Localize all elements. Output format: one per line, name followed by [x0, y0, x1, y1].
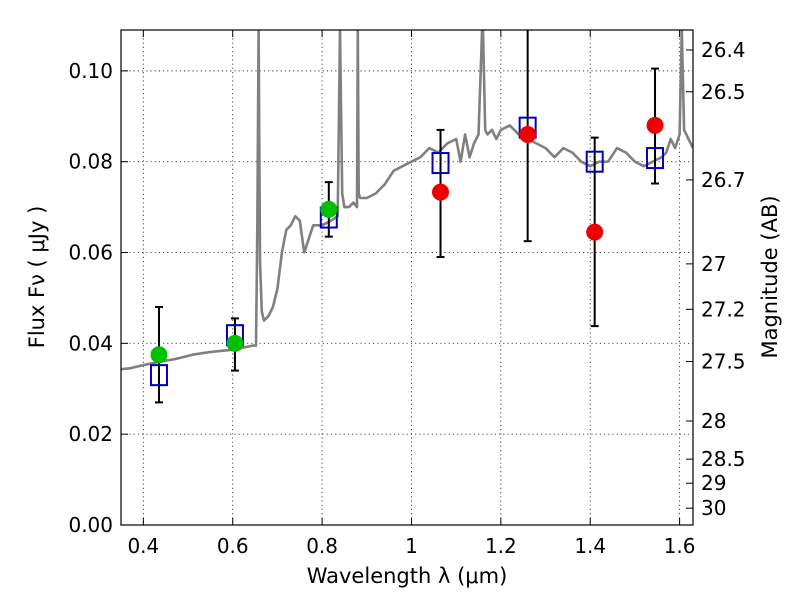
y-tick-label: 0.04 [68, 331, 113, 355]
model-flux-square [431, 152, 450, 175]
right-tick-label: 28 [701, 409, 726, 433]
right-tick-label: 29 [701, 471, 726, 495]
y-axis-label: Flux Fν ( μJy ) [25, 206, 49, 349]
y-tick-label: 0.02 [68, 422, 113, 446]
y-tick-label: 0.08 [68, 150, 113, 174]
x-tick-label: 1 [405, 534, 418, 558]
marker-layer [149, 30, 665, 404]
right-tick-label: 26.7 [701, 168, 746, 192]
right-tick-label: 28.5 [701, 447, 746, 471]
observed-flux-dot [150, 346, 168, 364]
x-tick-label: 1.2 [485, 534, 517, 558]
x-tick-label: 1.6 [664, 534, 696, 558]
plot-frame [120, 29, 694, 526]
y-tick-label: 0.00 [68, 513, 113, 537]
x-tick-label: 1.4 [574, 534, 606, 558]
right-tick-label: 30 [701, 496, 726, 520]
x-axis-label: Wavelength λ (μm) [307, 564, 508, 588]
observed-flux-dot [586, 223, 604, 241]
axis-ticks: 0.4 0.6 0.8 1 1.2 1.4 1.6 0.00 0.02 0.04 0.06 0.08 0… [68, 30, 746, 558]
x-tick-label: 0.8 [306, 534, 338, 558]
x-tick-label: 0.6 [217, 534, 249, 558]
model-flux-square [585, 150, 604, 173]
x-tick-label: 0.4 [127, 534, 159, 558]
model-flux-square [149, 364, 168, 387]
y-tick-label: 0.10 [68, 59, 113, 83]
right-tick-label: 27.2 [701, 297, 746, 321]
observed-flux-dot [646, 116, 664, 134]
observed-flux-dot [432, 183, 450, 201]
y-tick-label: 0.06 [68, 241, 113, 265]
observed-flux-dot [226, 334, 244, 352]
model-flux-square [646, 147, 665, 170]
right-tick-label: 27 [701, 252, 726, 276]
observed-flux-dot [320, 200, 338, 218]
right-tick-label: 27.5 [701, 350, 746, 374]
right-axis-label: Magnitude (AB) [758, 195, 782, 358]
observed-flux-dot [519, 125, 537, 143]
right-tick-label: 26.4 [701, 38, 746, 62]
right-tick-label: 26.5 [701, 80, 746, 104]
